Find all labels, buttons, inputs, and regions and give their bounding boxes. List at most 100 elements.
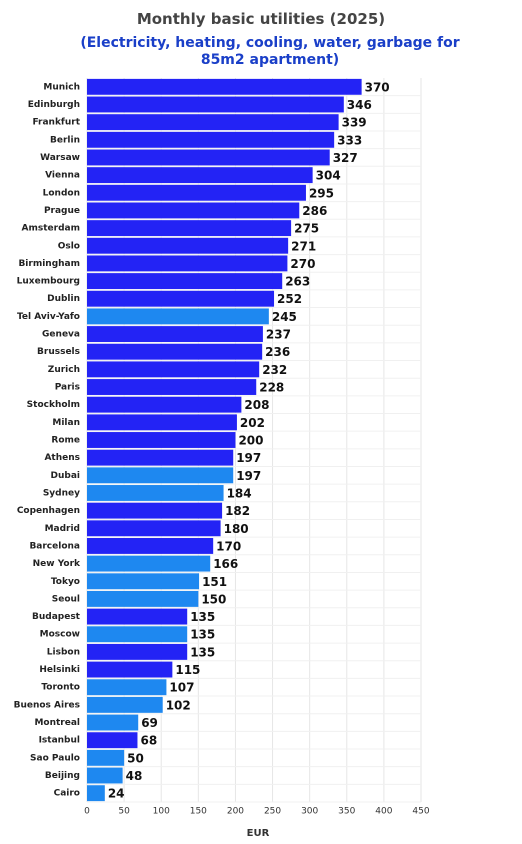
y-tick-label: Prague <box>44 206 80 216</box>
value-label: 295 <box>309 186 334 200</box>
bar <box>87 749 125 766</box>
bar <box>87 626 188 643</box>
bar <box>87 379 257 395</box>
value-label: 50 <box>127 751 144 765</box>
y-tick-label: Brussels <box>37 347 80 357</box>
value-label: 270 <box>290 257 315 271</box>
value-label: 228 <box>259 381 284 395</box>
bar <box>87 714 139 731</box>
y-tick-label: New York <box>33 559 81 569</box>
bar <box>87 520 221 537</box>
y-tick-label: Toronto <box>41 683 80 693</box>
x-tick-label: 0 <box>84 807 90 817</box>
bar <box>87 255 288 272</box>
y-tick-label: London <box>43 188 80 198</box>
bar <box>87 696 163 713</box>
value-label: 232 <box>262 363 287 377</box>
y-tick-label: Moscow <box>40 630 80 640</box>
value-label: 48 <box>126 769 143 783</box>
value-label: 370 <box>365 80 390 94</box>
value-label: 166 <box>213 557 238 571</box>
value-label: 102 <box>166 698 191 712</box>
x-tick-label: 400 <box>375 807 392 817</box>
y-tick-label: Beijing <box>45 771 80 781</box>
bar <box>87 414 237 431</box>
y-tick-label: Madrid <box>45 524 80 534</box>
bar <box>87 396 242 413</box>
value-label: 339 <box>342 116 367 130</box>
y-tick-label: Paris <box>55 383 80 393</box>
x-tick-label: 100 <box>153 807 170 817</box>
value-label: 135 <box>190 645 215 659</box>
y-tick-label: Zurich <box>48 365 80 375</box>
value-label: 170 <box>216 539 241 553</box>
y-tick-label: Istanbul <box>39 736 80 746</box>
y-tick-label: Munich <box>43 82 80 92</box>
value-label: 135 <box>190 610 215 624</box>
value-label: 135 <box>190 628 215 642</box>
bar <box>87 538 214 554</box>
bar <box>87 96 344 113</box>
bar <box>87 361 260 378</box>
y-tick-label: Amsterdam <box>22 224 80 234</box>
x-tick-label: 200 <box>227 807 244 817</box>
bar <box>87 608 188 625</box>
bar <box>87 432 236 448</box>
value-label: 245 <box>272 310 297 324</box>
bar <box>87 767 123 784</box>
bar <box>87 167 313 184</box>
y-tick-label: Warsaw <box>40 153 80 163</box>
x-tick-label: 250 <box>264 807 281 817</box>
y-tick-label: Oslo <box>58 241 80 251</box>
bar <box>87 785 105 802</box>
x-axis-label: EUR <box>247 828 270 839</box>
y-tick-label: Milan <box>52 418 80 428</box>
y-tick-label: Tel Aviv-Yafo <box>17 312 80 322</box>
value-label: 236 <box>265 345 290 359</box>
y-tick-label: Sao Paulo <box>30 753 80 763</box>
value-label: 107 <box>169 681 194 695</box>
y-tick-label: Geneva <box>42 330 80 340</box>
bar <box>87 467 234 484</box>
bar <box>87 220 292 237</box>
y-tick-label: Athens <box>44 453 80 463</box>
bar <box>87 308 269 325</box>
bar <box>87 643 188 660</box>
y-tick-label: Tokyo <box>51 577 80 587</box>
y-tick-label: Budapest <box>32 612 81 622</box>
bar <box>87 290 275 307</box>
value-label: 200 <box>238 434 263 448</box>
x-tick-label: 50 <box>118 807 130 817</box>
value-label: 69 <box>141 716 158 730</box>
value-label: 252 <box>277 292 302 306</box>
y-tick-label: Luxembourg <box>17 277 80 287</box>
bar <box>87 679 167 696</box>
y-tick-label: Edinburgh <box>28 100 80 110</box>
value-label: 202 <box>240 416 265 430</box>
y-tick-label: Buenos Aires <box>14 700 80 710</box>
x-tick-label: 300 <box>301 807 318 817</box>
chart-title: Monthly basic utilities (2025) <box>136 10 386 28</box>
value-label: 184 <box>227 486 252 500</box>
bar <box>87 237 289 254</box>
y-tick-label: Dubai <box>51 471 80 481</box>
y-tick-label: Vienna <box>45 171 80 181</box>
value-label: 333 <box>337 133 362 147</box>
bar <box>87 590 199 607</box>
y-tick-label: Berlin <box>50 135 80 145</box>
y-tick-label: Helsinki <box>39 665 80 675</box>
bar <box>87 449 234 466</box>
bar <box>87 131 335 148</box>
y-tick-label: Montreal <box>34 718 80 728</box>
bar <box>87 485 224 501</box>
value-label: 275 <box>294 222 319 236</box>
value-label: 115 <box>175 663 200 677</box>
value-label: 180 <box>224 522 249 536</box>
value-label: 151 <box>202 575 227 589</box>
bar <box>87 555 211 572</box>
value-label: 327 <box>333 151 358 165</box>
value-label: 286 <box>302 204 327 218</box>
bar <box>87 326 263 342</box>
